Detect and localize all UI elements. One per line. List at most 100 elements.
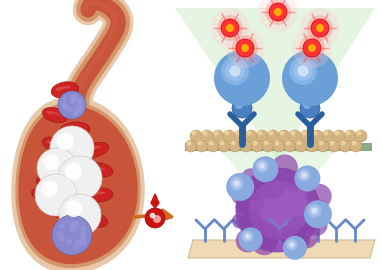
Circle shape xyxy=(304,200,332,228)
Ellipse shape xyxy=(42,107,68,123)
Circle shape xyxy=(303,39,321,57)
Circle shape xyxy=(344,130,356,142)
Circle shape xyxy=(262,140,274,152)
Circle shape xyxy=(298,169,311,182)
Circle shape xyxy=(267,130,279,142)
Circle shape xyxy=(294,224,318,248)
Circle shape xyxy=(290,242,294,247)
Circle shape xyxy=(254,227,278,251)
Circle shape xyxy=(274,8,282,16)
Circle shape xyxy=(230,65,241,77)
Circle shape xyxy=(220,141,224,146)
Circle shape xyxy=(245,234,250,239)
Circle shape xyxy=(300,98,320,118)
Circle shape xyxy=(248,186,262,201)
Ellipse shape xyxy=(61,88,69,92)
Circle shape xyxy=(186,141,191,146)
Circle shape xyxy=(242,230,254,242)
Ellipse shape xyxy=(60,122,90,138)
Circle shape xyxy=(35,174,77,216)
Circle shape xyxy=(316,24,324,32)
Circle shape xyxy=(196,140,208,152)
Circle shape xyxy=(236,229,259,252)
Circle shape xyxy=(73,112,78,116)
Circle shape xyxy=(280,131,285,135)
Circle shape xyxy=(236,168,320,252)
Circle shape xyxy=(330,141,334,146)
Ellipse shape xyxy=(50,157,80,173)
Circle shape xyxy=(273,140,285,152)
Ellipse shape xyxy=(40,173,55,180)
Circle shape xyxy=(295,140,307,152)
Polygon shape xyxy=(175,8,375,162)
Circle shape xyxy=(249,186,262,199)
Circle shape xyxy=(333,130,345,142)
Circle shape xyxy=(58,91,86,119)
Circle shape xyxy=(202,131,207,135)
Bar xyxy=(185,143,372,151)
Circle shape xyxy=(310,199,325,214)
Circle shape xyxy=(232,213,247,228)
Ellipse shape xyxy=(42,137,68,153)
Circle shape xyxy=(265,0,291,25)
Circle shape xyxy=(72,221,79,228)
Circle shape xyxy=(77,97,83,103)
Circle shape xyxy=(257,224,280,247)
Ellipse shape xyxy=(46,111,60,116)
Ellipse shape xyxy=(36,191,50,198)
Circle shape xyxy=(79,232,87,239)
Circle shape xyxy=(308,141,312,146)
Circle shape xyxy=(257,171,285,199)
Circle shape xyxy=(153,215,161,223)
Circle shape xyxy=(264,141,269,146)
Circle shape xyxy=(65,163,82,180)
Ellipse shape xyxy=(51,82,79,98)
Circle shape xyxy=(74,245,79,250)
Circle shape xyxy=(307,15,333,41)
Ellipse shape xyxy=(91,192,105,196)
Ellipse shape xyxy=(96,168,104,171)
Circle shape xyxy=(236,131,240,135)
Circle shape xyxy=(307,184,332,209)
Ellipse shape xyxy=(71,128,79,132)
Circle shape xyxy=(235,200,248,213)
Circle shape xyxy=(249,181,308,239)
Circle shape xyxy=(230,176,244,190)
Ellipse shape xyxy=(60,163,70,167)
Circle shape xyxy=(324,131,329,135)
Circle shape xyxy=(293,61,313,81)
Circle shape xyxy=(70,95,74,100)
Ellipse shape xyxy=(51,143,59,147)
Circle shape xyxy=(269,131,274,135)
Circle shape xyxy=(287,215,309,237)
Circle shape xyxy=(253,156,278,182)
Circle shape xyxy=(266,164,279,177)
Circle shape xyxy=(232,98,252,118)
Circle shape xyxy=(296,141,301,146)
Circle shape xyxy=(50,126,94,170)
Ellipse shape xyxy=(91,148,99,152)
Ellipse shape xyxy=(32,188,58,204)
Ellipse shape xyxy=(75,198,85,202)
Circle shape xyxy=(275,141,279,146)
Circle shape xyxy=(145,208,165,228)
Circle shape xyxy=(241,168,261,188)
Circle shape xyxy=(306,140,318,152)
Circle shape xyxy=(309,206,319,216)
Circle shape xyxy=(312,131,317,135)
Circle shape xyxy=(308,204,321,218)
Circle shape xyxy=(278,130,290,142)
Circle shape xyxy=(59,235,66,242)
Circle shape xyxy=(249,181,262,194)
Circle shape xyxy=(308,44,316,52)
Circle shape xyxy=(251,229,278,255)
Ellipse shape xyxy=(91,166,105,171)
Circle shape xyxy=(292,28,332,68)
Circle shape xyxy=(69,97,76,104)
Circle shape xyxy=(243,210,262,230)
Circle shape xyxy=(236,179,250,192)
Ellipse shape xyxy=(56,208,64,212)
Circle shape xyxy=(225,28,265,68)
Polygon shape xyxy=(188,240,375,258)
Circle shape xyxy=(299,171,309,180)
